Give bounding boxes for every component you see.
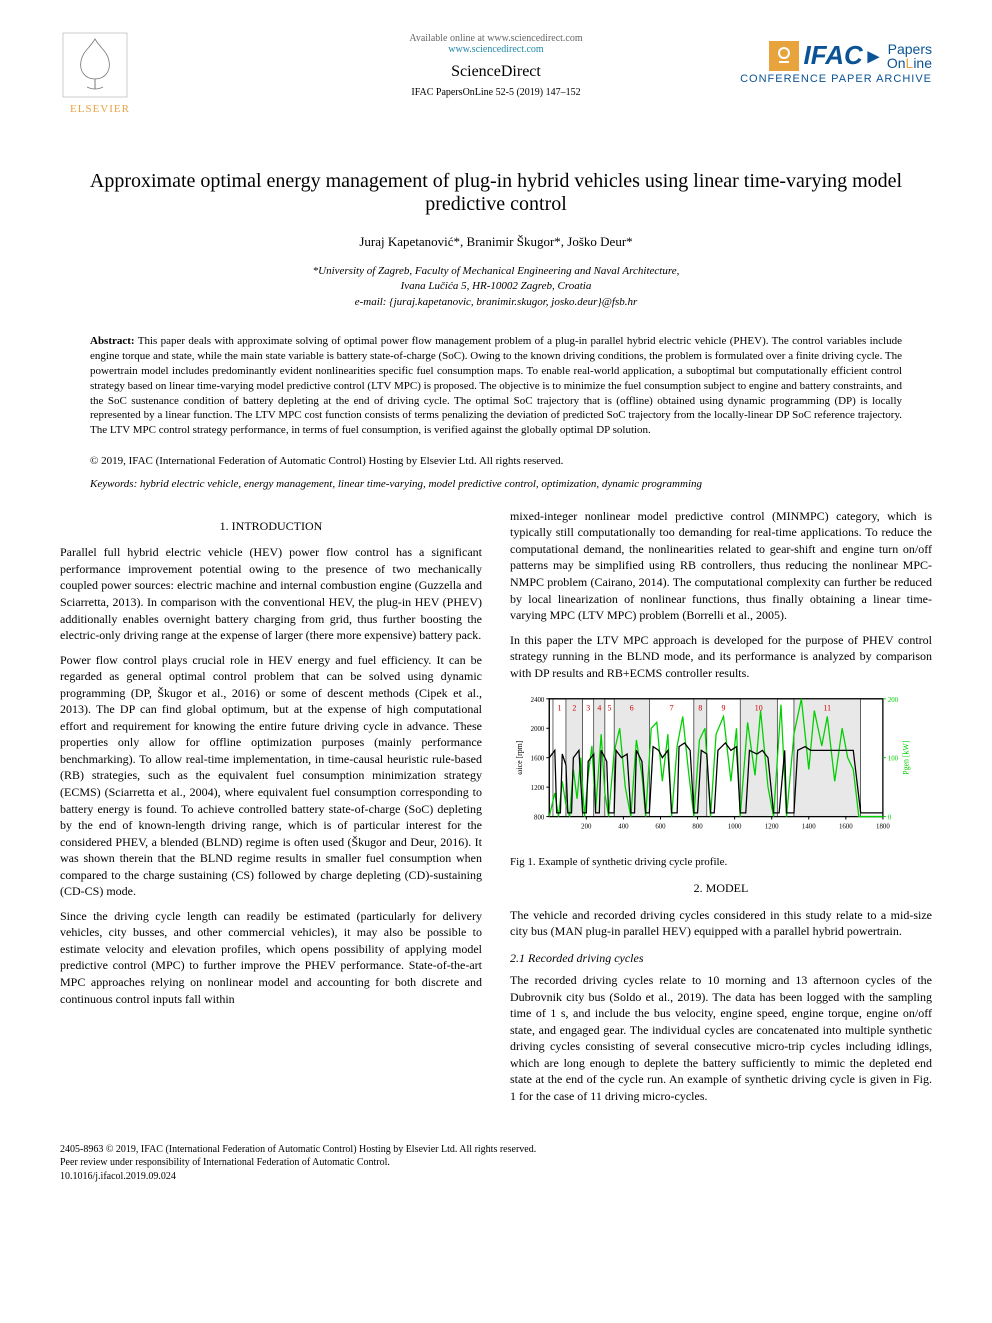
- intro-p3: Since the driving cycle length can readi…: [60, 908, 482, 1007]
- ifac-logo: IFAC ▸ Papers OnLine: [652, 40, 932, 71]
- svg-text:1200: 1200: [765, 824, 779, 831]
- title-section: Approximate optimal energy management of…: [60, 170, 932, 310]
- online-label: OnLine: [887, 55, 932, 71]
- two-column-body: 1. INTRODUCTION Parallel full hybrid ele…: [60, 508, 932, 1113]
- abstract-label: Abstract:: [90, 335, 135, 347]
- ifac-logo-block: IFAC ▸ Papers OnLine CONFERENCE PAPER AR…: [652, 40, 932, 85]
- copyright-line: © 2019, IFAC (International Federation o…: [90, 454, 902, 469]
- affiliation: *University of Zagreb, Faculty of Mechan…: [60, 264, 932, 310]
- ifac-ref-line: IFAC PapersOnLine 52-5 (2019) 147–152: [60, 87, 932, 98]
- svg-text:2400: 2400: [531, 697, 545, 704]
- abstract-block: Abstract: This paper deals with approxim…: [90, 334, 902, 438]
- svg-text:2: 2: [572, 704, 576, 713]
- affil-addr1: *University of Zagreb, Faculty of Mechan…: [60, 264, 932, 279]
- affil-email: e-mail: {juraj.kapetanovic, branimir.sku…: [60, 295, 932, 310]
- svg-text:1400: 1400: [802, 824, 816, 831]
- keywords-block: Keywords: hybrid electric vehicle, energ…: [90, 477, 902, 492]
- svg-text:200: 200: [581, 824, 592, 831]
- section-heading-intro: 1. INTRODUCTION: [60, 518, 482, 535]
- svg-text:0: 0: [888, 815, 892, 822]
- ifac-arrow-icon: ▸: [868, 43, 879, 69]
- intro-p2: Power flow control plays crucial role in…: [60, 652, 482, 900]
- svg-text:1600: 1600: [531, 756, 545, 763]
- page-footer: 2405-8963 © 2019, IFAC (International Fe…: [60, 1143, 932, 1184]
- figure-1: 1234567891011200400600800100012001400160…: [510, 689, 932, 870]
- paper-title: Approximate optimal energy management of…: [60, 170, 932, 216]
- svg-text:8: 8: [698, 704, 702, 713]
- footer-left: 2405-8963 © 2019, IFAC (International Fe…: [60, 1143, 536, 1184]
- body-text: Abstract: This paper deals with approxim…: [60, 334, 932, 1183]
- svg-text:1: 1: [557, 704, 561, 713]
- figure-1-caption: Fig 1. Example of synthetic driving cycl…: [510, 855, 932, 870]
- svg-text:4: 4: [597, 704, 601, 713]
- svg-text:100: 100: [888, 756, 899, 763]
- svg-text:2000: 2000: [531, 726, 545, 733]
- svg-text:800: 800: [534, 815, 545, 822]
- model-p1: The vehicle and recorded driving cycles …: [510, 907, 932, 940]
- section-heading-model: 2. MODEL: [510, 880, 932, 897]
- svg-text:600: 600: [655, 824, 666, 831]
- svg-text:3: 3: [586, 704, 590, 713]
- ifac-text: IFAC: [804, 40, 863, 71]
- papers-online-label: Papers OnLine: [887, 42, 932, 70]
- col2-p1: mixed-integer nonlinear model predictive…: [510, 508, 932, 624]
- keywords-text: hybrid electric vehicle, energy manageme…: [140, 478, 702, 490]
- svg-text:1200: 1200: [531, 785, 545, 792]
- figure-1-chart: 1234567891011200400600800100012001400160…: [510, 689, 932, 846]
- svg-text:ωice [rpm]: ωice [rpm]: [515, 740, 524, 775]
- footer-doi: 10.1016/j.ifacol.2019.09.024: [60, 1170, 536, 1184]
- svg-text:10: 10: [755, 704, 763, 713]
- subsection-21: 2.1 Recorded driving cycles: [510, 950, 932, 967]
- conf-archive-label: CONFERENCE PAPER ARCHIVE: [652, 73, 932, 85]
- keywords-label: Keywords:: [90, 478, 137, 490]
- svg-text:11: 11: [824, 704, 832, 713]
- intro-p1: Parallel full hybrid electric vehicle (H…: [60, 544, 482, 643]
- svg-text:5: 5: [608, 704, 612, 713]
- svg-text:9: 9: [722, 704, 726, 713]
- author-list: Juraj Kapetanović*, Branimir Škugor*, Jo…: [60, 234, 932, 250]
- footer-peer-review: Peer review under responsibility of Inte…: [60, 1156, 536, 1170]
- page-header: ELSEVIER Available online at www.science…: [60, 30, 932, 140]
- ifac-icon: [769, 41, 799, 71]
- svg-text:7: 7: [670, 704, 674, 713]
- svg-text:Pgen [kW]: Pgen [kW]: [901, 740, 910, 775]
- svg-text:1000: 1000: [728, 824, 742, 831]
- paper-page: ELSEVIER Available online at www.science…: [0, 0, 992, 1223]
- svg-text:1800: 1800: [876, 824, 890, 831]
- abstract-text: This paper deals with approximate solvin…: [90, 335, 902, 436]
- svg-text:6: 6: [630, 704, 634, 713]
- svg-text:800: 800: [692, 824, 703, 831]
- model-p3: The recorded driving cycles relate to 10…: [510, 972, 932, 1104]
- svg-text:200: 200: [888, 697, 899, 704]
- left-column: 1. INTRODUCTION Parallel full hybrid ele…: [60, 508, 482, 1113]
- right-column: mixed-integer nonlinear model predictive…: [510, 508, 932, 1113]
- svg-text:1600: 1600: [839, 824, 853, 831]
- svg-text:400: 400: [618, 824, 629, 831]
- elsevier-label: ELSEVIER: [60, 103, 140, 115]
- footer-copyright: 2405-8963 © 2019, IFAC (International Fe…: [60, 1143, 536, 1157]
- col2-p2: In this paper the LTV MPC approach is de…: [510, 632, 932, 682]
- affil-addr2: Ivana Lučića 5, HR-10002 Zagreb, Croatia: [60, 279, 932, 294]
